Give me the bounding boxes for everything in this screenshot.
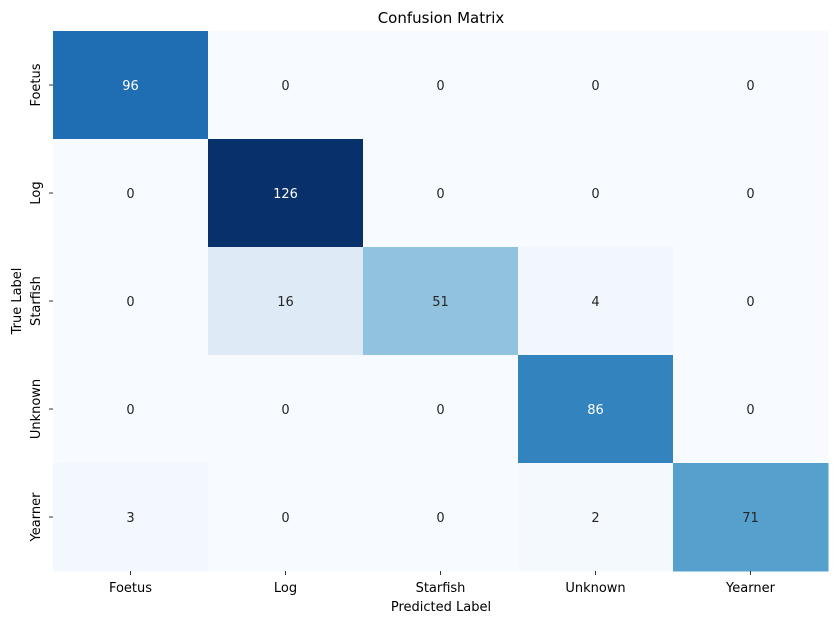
heatmap-cell <box>208 355 364 464</box>
cell-value-label: 0 <box>281 79 289 94</box>
heatmap-cell <box>518 31 674 140</box>
y-tick-label: Starfish <box>29 276 44 326</box>
heatmap-cell <box>518 139 674 248</box>
x-tick-label: Yearner <box>725 581 776 596</box>
heatmap-cell <box>53 31 209 140</box>
chart-title: Confusion Matrix <box>378 9 505 27</box>
y-tick-label: Foetus <box>29 63 44 106</box>
x-tick-label: Unknown <box>565 581 625 596</box>
x-tick-label: Log <box>274 581 297 596</box>
cell-value-label: 0 <box>746 187 754 202</box>
cell-value-label: 0 <box>746 295 754 310</box>
heatmap-cell <box>53 247 209 356</box>
y-tick-label: Yearner <box>29 492 44 543</box>
cell-value-label: 0 <box>436 403 444 418</box>
heatmap-cell <box>518 355 674 464</box>
heatmap-cell <box>363 247 519 356</box>
cell-value-label: 51 <box>432 295 449 310</box>
heatmap-cell <box>673 463 829 572</box>
y-tick-label: Log <box>29 181 44 204</box>
heatmap-cell <box>673 247 829 356</box>
heatmap-cell <box>208 463 364 572</box>
heatmap-cell <box>518 463 674 572</box>
cell-value-label: 3 <box>126 511 134 526</box>
heatmap-cells: 96 0 0 0 0 0 126 0 0 0 0 16 51 4 0 0 0 0 86 0 3 0 0 2 71 <box>53 31 829 572</box>
cell-value-label: 16 <box>277 295 294 310</box>
cell-value-label: 126 <box>273 187 298 202</box>
cell-value-label: 0 <box>591 187 599 202</box>
heatmap-cell <box>53 355 209 464</box>
cell-value-label: 0 <box>746 403 754 418</box>
heatmap-cell <box>53 139 209 248</box>
heatmap-cell <box>363 463 519 572</box>
x-tick-label: Foetus <box>109 581 152 596</box>
y-tick-label: Unknown <box>29 379 44 439</box>
heatmap-cell <box>673 139 829 248</box>
cell-value-label: 0 <box>281 511 289 526</box>
cell-value-label: 0 <box>436 511 444 526</box>
cell-value-label: 0 <box>746 79 754 94</box>
heatmap-cell <box>208 31 364 140</box>
heatmap-cell <box>208 139 364 248</box>
cell-value-label: 0 <box>126 187 134 202</box>
cell-value-label: 0 <box>126 295 134 310</box>
cell-value-label: 0 <box>281 403 289 418</box>
heatmap-cell <box>363 355 519 464</box>
cell-value-label: 71 <box>742 511 759 526</box>
cell-value-label: 0 <box>126 403 134 418</box>
heatmap-cell <box>673 31 829 140</box>
cell-value-label: 0 <box>436 187 444 202</box>
heatmap-cell <box>673 355 829 464</box>
heatmap-cell <box>363 31 519 140</box>
x-axis-ticks: Foetus Log Starfish Unknown Yearner <box>109 571 776 596</box>
x-tick-label: Starfish <box>416 581 466 596</box>
heatmap-cell <box>208 247 364 356</box>
cell-value-label: 4 <box>591 295 599 310</box>
heatmap-cell <box>53 463 209 572</box>
cell-value-label: 0 <box>591 79 599 94</box>
cell-value-label: 0 <box>436 79 444 94</box>
y-axis-ticks: Foetus Log Starfish Unknown Yearner <box>29 63 53 542</box>
x-axis-label: Predicted Label <box>391 600 491 615</box>
cell-value-label: 2 <box>591 511 599 526</box>
cell-value-label: 86 <box>587 403 604 418</box>
cell-value-label: 96 <box>122 79 139 94</box>
heatmap-cell <box>518 247 674 356</box>
y-axis-label: True Label <box>10 268 25 336</box>
heatmap-cell <box>363 139 519 248</box>
